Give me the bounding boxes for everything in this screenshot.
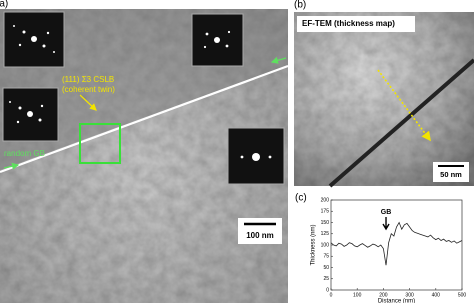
panel-title: EF-TEM (thickness map) xyxy=(302,19,395,28)
title-box xyxy=(297,16,415,32)
x-tick-label: 100 xyxy=(353,292,362,298)
y-tick-label: 200 xyxy=(321,197,330,203)
annotation-arrow xyxy=(382,217,390,231)
annotation: GB xyxy=(381,209,392,216)
scale-bar-box xyxy=(238,218,282,244)
x-axis-label: Distance (nm) xyxy=(378,299,415,303)
x-tick-label: 200 xyxy=(379,292,388,298)
thickness-map xyxy=(294,12,474,186)
data-line xyxy=(330,221,463,266)
y-tick-label: 75 xyxy=(323,254,329,260)
y-tick-label: 50 xyxy=(323,265,329,271)
y-tick-label: 0 xyxy=(326,287,329,293)
y-axis-label: Thickness (nm) xyxy=(311,224,317,265)
y-tick-label: 125 xyxy=(321,231,330,237)
y-tick-label: 100 xyxy=(321,242,330,248)
y-tick-label: 175 xyxy=(321,209,330,215)
arrow xyxy=(270,56,287,64)
arrow xyxy=(79,94,97,111)
scale-bar-label: 100 nm xyxy=(246,231,274,240)
gb-label: random GB xyxy=(4,149,45,158)
panel-label: (b) xyxy=(294,0,306,11)
panel-a: (111) Σ3 CSLB (coherent twin) random GB … xyxy=(0,0,289,303)
x-tick-label: 400 xyxy=(432,292,441,298)
panel-label: (a) xyxy=(0,0,8,10)
grain-boundary xyxy=(0,64,289,174)
plot-frame xyxy=(330,199,463,291)
panel-label: (c) xyxy=(295,193,307,204)
twin-label: (111) Σ3 CSLB xyxy=(62,75,114,84)
arrow xyxy=(3,162,20,170)
diffraction-insets xyxy=(2,11,285,185)
x-tick-label: 500 xyxy=(458,292,467,298)
grain-boundary xyxy=(328,58,474,188)
profile-arrow xyxy=(377,69,431,142)
panel-c: (c) 0 25 50 75 100 125 150 175 200 0 100 200 300 400 5… xyxy=(295,193,466,303)
panel-b: EF-TEM (thickness map) 50 nm (b) xyxy=(294,0,474,188)
x-tick-label: 300 xyxy=(405,292,414,298)
y-tick-label: 25 xyxy=(323,276,329,282)
scale-bar-label: 50 nm xyxy=(440,170,462,179)
roi-box xyxy=(79,123,121,164)
twin-label: (coherent twin) xyxy=(62,85,115,94)
x-tick-label: 0 xyxy=(330,292,333,298)
y-tick-label: 150 xyxy=(321,220,330,226)
